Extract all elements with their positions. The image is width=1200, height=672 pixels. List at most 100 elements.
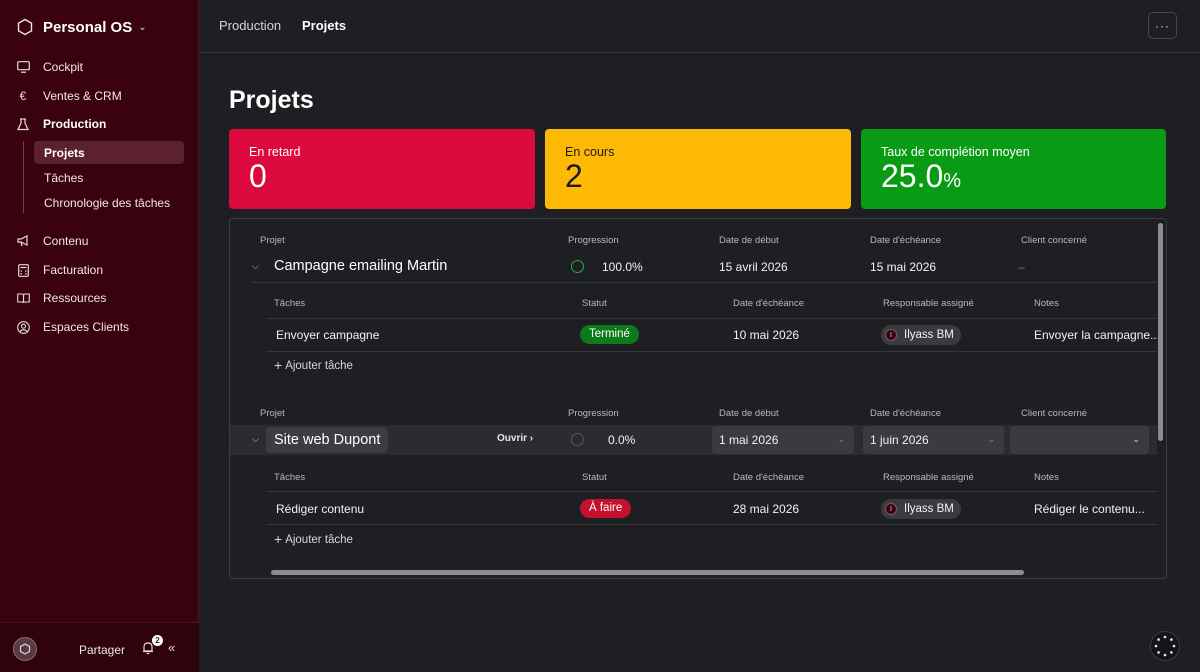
task-column-header-due: Date d'échéance xyxy=(733,472,805,483)
plus-icon: + xyxy=(274,531,283,547)
add-task-label: Ajouter tâche xyxy=(285,534,353,546)
workspace-switcher[interactable]: Personal OS ⌄ xyxy=(16,16,147,38)
breadcrumb-production[interactable]: Production xyxy=(219,18,282,33)
sidebar-item-cockpit[interactable]: Cockpit xyxy=(16,56,83,78)
row-divider xyxy=(266,351,1157,352)
task-column-header-due: Date d'échéance xyxy=(733,298,805,309)
chevron-down-icon: ⌄ xyxy=(138,21,147,33)
calculator-icon xyxy=(16,263,30,277)
row-divider xyxy=(266,318,1157,319)
add-task-button[interactable]: + Ajouter tâche xyxy=(274,531,353,547)
stat-value: 2 xyxy=(565,158,583,194)
task-name[interactable]: Envoyer campagne xyxy=(276,328,380,342)
project-name-editor[interactable]: Site web Dupont xyxy=(266,427,389,453)
page-title: Projets xyxy=(229,86,314,114)
project-start-date[interactable]: 15 avril 2026 xyxy=(719,260,788,274)
user-avatar[interactable] xyxy=(13,637,37,661)
row-divider xyxy=(252,282,1157,283)
stat-value: 25.0% xyxy=(881,160,1146,197)
stat-value: 0 xyxy=(249,158,267,194)
sidebar: Personal OS ⌄ Cockpit € Ventes & CRM Pro… xyxy=(0,0,199,672)
sidebar-item-espaces-clients[interactable]: Espaces Clients xyxy=(16,316,129,338)
euro-icon: € xyxy=(19,89,27,103)
sidebar-item-ventes-crm[interactable]: € Ventes & CRM xyxy=(16,85,122,107)
chevron-down-icon[interactable]: ⌵ xyxy=(252,434,259,444)
monitor-icon xyxy=(16,60,30,74)
sidebar-item-label: Ressources xyxy=(43,291,107,305)
start-date-value: 1 mai 2026 xyxy=(719,433,779,447)
horizontal-scrollbar[interactable] xyxy=(271,570,1024,575)
column-header-client: Client concerné xyxy=(1021,408,1088,419)
due-date-value: 1 juin 2026 xyxy=(870,433,929,447)
assignee-name: Ilyass BM xyxy=(904,329,954,341)
stat-label: En cours xyxy=(565,145,615,159)
assignee-chip[interactable]: I Ilyass BM xyxy=(881,499,961,519)
project-name: Site web Dupont xyxy=(274,432,381,448)
vertical-scrollbar[interactable] xyxy=(1158,223,1163,441)
notification-badge: 2 xyxy=(152,635,163,646)
chevron-down-icon: ⌄ xyxy=(837,434,845,444)
open-label: Ouvrir xyxy=(497,433,528,444)
column-header-due: Date d'échéance xyxy=(870,235,942,246)
column-header-progress: Progression xyxy=(568,235,619,246)
project-due-date[interactable]: 15 mai 2026 xyxy=(870,260,937,274)
user-circle-icon xyxy=(16,320,30,334)
sidebar-item-production[interactable]: Production xyxy=(16,113,106,135)
task-name[interactable]: Rédiger contenu xyxy=(276,502,365,516)
add-task-button[interactable]: + Ajouter tâche xyxy=(274,357,353,373)
hexagon-icon xyxy=(19,643,31,655)
task-column-header-notes: Notes xyxy=(1034,472,1059,483)
start-date-field[interactable]: 1 mai 2026 ⌄ xyxy=(712,426,854,454)
collapse-sidebar-icon[interactable]: « xyxy=(168,640,176,655)
project-progress: 0.0% xyxy=(608,433,636,447)
projects-table: Projet Progression Date de début Date d'… xyxy=(229,218,1167,579)
submenu-guide-line xyxy=(23,141,24,213)
project-name[interactable]: Campagne emailing Martin xyxy=(274,258,448,274)
sidebar-item-label: Facturation xyxy=(43,263,104,277)
project-client[interactable]: – xyxy=(1018,260,1025,274)
megaphone-icon xyxy=(16,234,30,248)
sidebar-subitem-chronologie[interactable]: Chronologie des tâches xyxy=(44,195,171,210)
sidebar-footer: Partager 2 « xyxy=(0,622,199,672)
sidebar-item-contenu[interactable]: Contenu xyxy=(16,230,88,252)
sidebar-item-label: Ventes & CRM xyxy=(43,89,122,103)
sidebar-item-label: Cockpit xyxy=(43,60,84,74)
loading-spinner-icon xyxy=(1150,631,1180,661)
stat-unit: % xyxy=(943,170,962,192)
due-date-field[interactable]: 1 juin 2026 ⌄ xyxy=(863,426,1004,454)
plus-icon: + xyxy=(274,357,283,373)
assignee-name: Ilyass BM xyxy=(904,503,954,515)
book-icon xyxy=(16,291,30,305)
sidebar-subitem-taches[interactable]: Tâches xyxy=(44,170,84,185)
chevron-down-icon[interactable]: ⌵ xyxy=(252,261,259,271)
more-options-button[interactable]: ··· xyxy=(1148,12,1177,39)
task-due-date[interactable]: 28 mai 2026 xyxy=(733,502,800,516)
stat-label: Taux de complétion moyen xyxy=(881,145,1030,159)
stat-card-late: En retard 0 xyxy=(229,129,535,209)
column-header-progress: Progression xyxy=(568,408,619,419)
assignee-chip[interactable]: I Ilyass BM xyxy=(881,325,961,345)
bell-icon[interactable] xyxy=(141,641,155,655)
task-notes[interactable]: Envoyer la campagne... xyxy=(1034,328,1161,342)
task-notes[interactable]: Rédiger le contenu... xyxy=(1034,502,1145,516)
share-button[interactable]: Partager xyxy=(79,643,126,657)
client-select[interactable]: ⌄ xyxy=(1010,426,1149,454)
avatar: I xyxy=(885,503,897,515)
stat-number: 25.0 xyxy=(881,158,944,194)
status-badge[interactable]: À faire xyxy=(580,499,632,518)
avatar: I xyxy=(885,329,897,341)
sidebar-item-ressources[interactable]: Ressources xyxy=(16,287,106,309)
open-project-button[interactable]: Ouvrir › xyxy=(497,433,533,444)
sidebar-item-facturation[interactable]: Facturation xyxy=(16,259,103,281)
column-header-start: Date de début xyxy=(719,408,779,419)
task-column-header-name: Tâches xyxy=(274,298,306,309)
sidebar-subitem-projets[interactable]: Projets xyxy=(34,141,184,164)
progress-complete-icon xyxy=(571,260,584,273)
flask-icon xyxy=(16,117,30,131)
chevron-down-icon: ⌄ xyxy=(987,434,995,444)
column-header-project: Projet xyxy=(260,235,285,246)
status-badge[interactable]: Terminé xyxy=(580,325,639,344)
column-header-project: Projet xyxy=(260,408,285,419)
sidebar-item-label: Contenu xyxy=(43,234,89,248)
task-due-date[interactable]: 10 mai 2026 xyxy=(733,328,800,342)
